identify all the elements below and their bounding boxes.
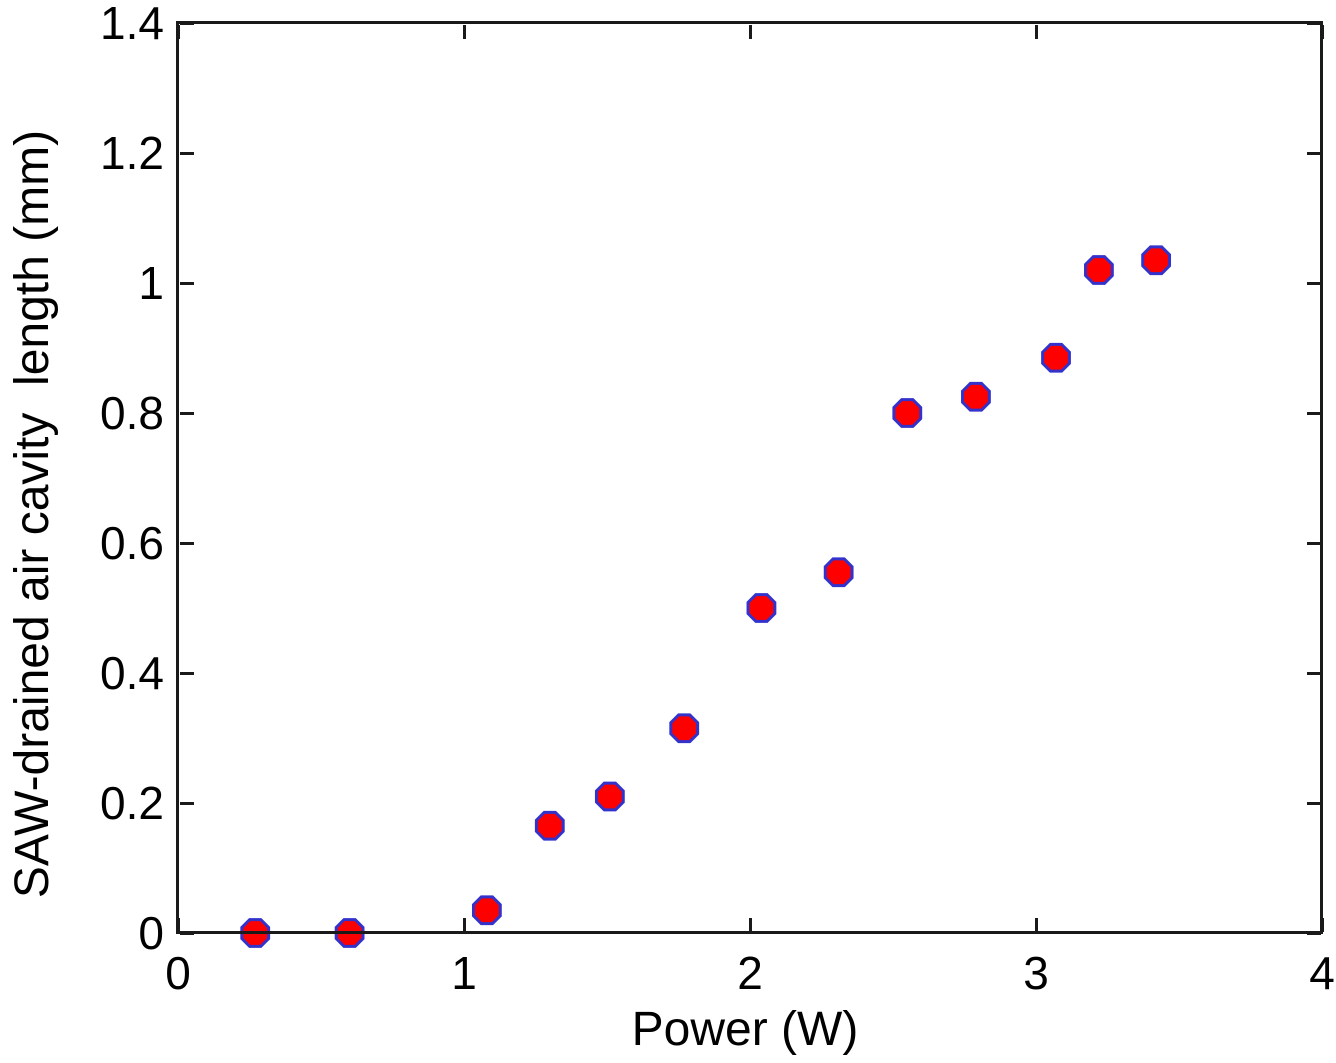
data-point-marker: [892, 398, 923, 428]
x-axis-label: Power (W): [631, 1003, 859, 1056]
y-tick-label: 0.6: [100, 517, 164, 569]
data-point-marker: [240, 918, 271, 948]
y-tick-mark-mirror: [1306, 151, 1321, 155]
y-tick-label: 1: [138, 257, 164, 309]
x-tick-mark-mirror: [176, 24, 180, 39]
data-point-marker: [746, 593, 777, 623]
x-tick-mark-mirror: [462, 24, 466, 39]
y-tick-mark-mirror: [1306, 801, 1321, 805]
data-point-marker: [334, 918, 365, 948]
y-tick-label: 0.8: [100, 387, 164, 439]
data-point-marker: [1041, 342, 1071, 373]
y-tick-mark: [179, 801, 194, 805]
data-point-marker: [669, 713, 700, 744]
y-tick-mark-mirror: [1306, 21, 1321, 25]
y-tick-mark: [179, 411, 194, 415]
x-tick-label: 0: [165, 947, 191, 999]
y-tick-mark-mirror: [1306, 671, 1321, 675]
data-point-marker: [1084, 255, 1114, 285]
y-tick-mark-mirror: [1306, 281, 1321, 285]
x-tick-label: 4: [1309, 947, 1335, 999]
x-tick-mark-mirror: [1034, 24, 1038, 39]
y-tick-label: 1.2: [100, 127, 164, 179]
y-tick-mark: [179, 151, 194, 155]
y-tick-mark: [179, 931, 194, 935]
data-point-marker: [471, 895, 502, 926]
y-tick-mark-mirror: [1306, 541, 1321, 545]
x-tick-mark: [748, 917, 752, 932]
x-tick-label: 2: [737, 947, 763, 999]
x-tick-mark-mirror: [1320, 24, 1324, 39]
x-tick-label: 1: [451, 947, 477, 999]
x-tick-label: 3: [1023, 947, 1049, 999]
y-tick-label: 0: [138, 907, 164, 959]
y-tick-mark-mirror: [1306, 931, 1321, 935]
data-point-marker: [961, 381, 991, 412]
y-tick-mark: [179, 671, 194, 675]
x-tick-mark: [1034, 917, 1038, 932]
x-tick-mark: [1320, 917, 1324, 932]
y-tick-mark: [179, 21, 194, 25]
y-tick-label: 1.4: [100, 0, 164, 49]
y-tick-mark: [179, 541, 194, 545]
y-tick-label: 0.2: [100, 777, 164, 829]
data-point-marker: [823, 557, 854, 588]
x-tick-mark-mirror: [748, 24, 752, 39]
y-tick-mark: [179, 281, 194, 285]
data-point-marker: [594, 781, 625, 812]
x-tick-mark: [462, 917, 466, 932]
y-tick-mark-mirror: [1306, 411, 1321, 415]
x-tick-mark: [176, 917, 180, 932]
y-tick-label: 0.4: [100, 647, 164, 699]
data-point-marker: [1141, 245, 1172, 276]
data-point-marker: [534, 810, 565, 841]
